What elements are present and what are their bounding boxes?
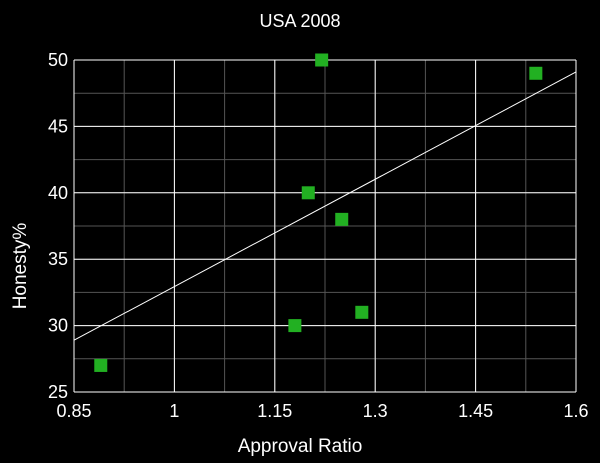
x-tick-labels: 0.85 1 1.15 1.3 1.45 1.6 — [56, 401, 588, 421]
y-tick-labels: 25 30 35 40 45 50 — [48, 50, 68, 402]
y-axis-label: Honesty% — [10, 223, 31, 310]
y-tick-label: 30 — [48, 316, 68, 336]
y-tick-label: 40 — [48, 183, 68, 203]
data-point — [529, 66, 543, 80]
x-tick-label: 1.3 — [363, 401, 388, 421]
x-tick-label: 0.85 — [56, 401, 91, 421]
x-tick-label: 1.6 — [563, 401, 588, 421]
data-point — [94, 358, 108, 372]
data-point — [335, 212, 349, 226]
chart-title: USA 2008 — [259, 11, 340, 31]
y-tick-label: 45 — [48, 116, 68, 136]
y-tick-label: 50 — [48, 50, 68, 70]
data-point — [315, 53, 329, 67]
data-point — [288, 319, 302, 333]
x-axis-label: Approval Ratio — [238, 436, 363, 457]
x-tick-label: 1 — [169, 401, 179, 421]
trendline-group — [73, 71, 577, 341]
y-tick-label: 25 — [48, 382, 68, 402]
trendline — [73, 71, 577, 341]
data-points — [94, 53, 543, 372]
x-tick-label: 1.15 — [257, 401, 292, 421]
data-point — [301, 186, 315, 200]
x-tick-label: 1.45 — [458, 401, 493, 421]
data-point — [355, 305, 369, 319]
y-tick-label: 35 — [48, 249, 68, 269]
